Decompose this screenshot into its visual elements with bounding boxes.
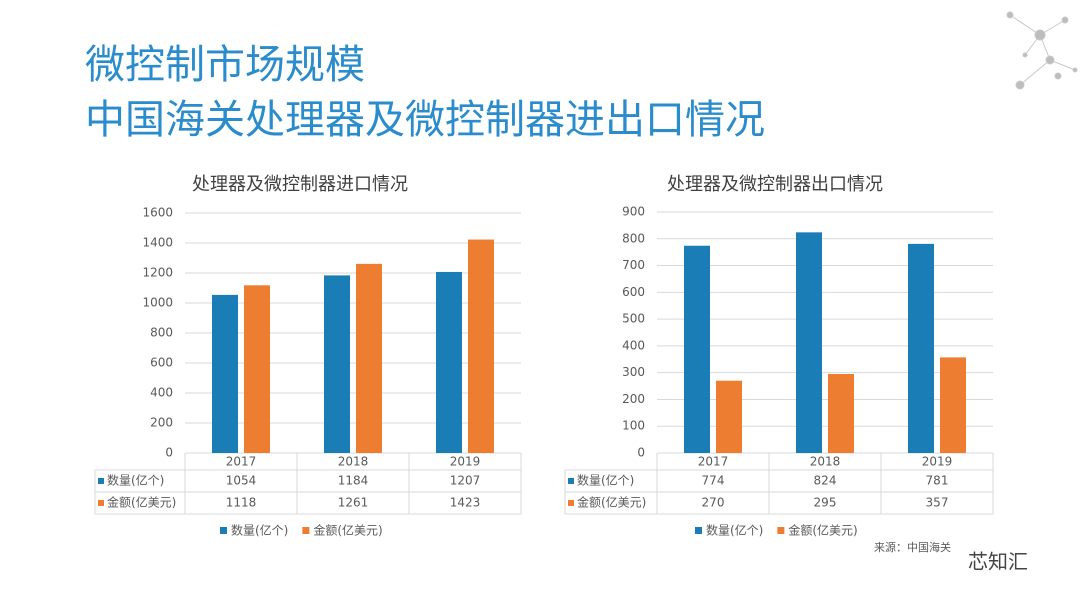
table-value: 357 <box>926 496 949 510</box>
y-tick-label: 800 <box>622 231 645 245</box>
bar <box>324 275 350 453</box>
y-tick-label: 400 <box>622 338 645 352</box>
table-value: 1261 <box>338 496 369 510</box>
x-tick-label: 2017 <box>226 455 257 469</box>
bar <box>828 374 854 453</box>
watermark: 芯知汇 <box>968 550 1028 574</box>
y-tick-label: 600 <box>150 356 173 370</box>
bar <box>908 243 934 453</box>
y-tick-label: 0 <box>165 446 173 460</box>
table-legend-key <box>98 500 104 506</box>
table-value: 824 <box>814 474 837 488</box>
chart-title: 处理器及微控制器进口情况 <box>192 174 408 195</box>
legend-key <box>220 527 227 534</box>
legend-key <box>302 527 310 534</box>
table-value: 1423 <box>450 496 481 510</box>
y-tick-label: 900 <box>622 205 645 219</box>
bar <box>356 263 382 453</box>
slide-subtitle: 中国海关处理器及微控制器进出口情况 <box>85 97 765 143</box>
bar <box>244 285 270 453</box>
bar <box>940 357 966 453</box>
y-tick-label: 700 <box>622 258 645 272</box>
bar <box>684 245 710 453</box>
y-tick-label: 0 <box>637 446 645 460</box>
y-tick-label: 800 <box>150 326 173 340</box>
table-value: 781 <box>926 474 949 488</box>
y-tick-label: 100 <box>622 419 645 433</box>
slide-title: 微控制市场规模 <box>85 42 365 88</box>
y-tick-label: 300 <box>622 365 645 379</box>
y-tick-label: 1400 <box>142 236 173 250</box>
x-tick-label: 2019 <box>922 455 953 469</box>
x-tick-label: 2019 <box>450 455 481 469</box>
y-tick-label: 500 <box>622 312 645 326</box>
table-legend-key <box>98 478 104 484</box>
table-value: 1184 <box>338 474 369 488</box>
table-value: 270 <box>702 496 725 510</box>
x-tick-label: 2017 <box>698 455 729 469</box>
y-tick-label: 200 <box>622 392 645 406</box>
bar <box>716 380 742 453</box>
legend-label: 金额(亿美元) <box>313 523 382 538</box>
x-tick-label: 2018 <box>810 455 841 469</box>
table-value: 295 <box>814 496 837 510</box>
y-tick-label: 1000 <box>142 296 173 310</box>
legend-key <box>695 527 702 534</box>
table-legend-key <box>568 500 574 506</box>
y-tick-label: 200 <box>150 416 173 430</box>
x-tick-label: 2018 <box>338 455 369 469</box>
source: 来源：中国海关 <box>874 540 951 554</box>
table-value: 1118 <box>226 496 257 510</box>
legend-key <box>777 527 785 534</box>
legend-label: 数量(亿个) <box>706 523 763 538</box>
y-tick-label: 600 <box>622 285 645 299</box>
table-series-name: 数量(亿个) <box>107 473 164 488</box>
decoration <box>1006 11 1078 90</box>
table-series-name: 数量(亿个) <box>577 473 634 488</box>
y-tick-label: 1200 <box>142 266 173 280</box>
legend-label: 数量(亿个) <box>231 523 288 538</box>
table-series-name: 金额(亿美元) <box>107 495 176 510</box>
bar <box>436 271 462 453</box>
table-value: 774 <box>702 474 725 488</box>
y-tick-label: 400 <box>150 386 173 400</box>
bar <box>212 294 238 453</box>
chart-title: 处理器及微控制器出口情况 <box>667 174 883 195</box>
table-value: 1207 <box>450 474 481 488</box>
table-value: 1054 <box>226 474 257 488</box>
table-legend-key <box>568 478 574 484</box>
table-series-name: 金额(亿美元) <box>577 495 646 510</box>
bar <box>796 232 822 453</box>
y-tick-label: 1600 <box>142 206 173 220</box>
legend-label: 金额(亿美元) <box>788 523 857 538</box>
bar <box>468 239 494 453</box>
